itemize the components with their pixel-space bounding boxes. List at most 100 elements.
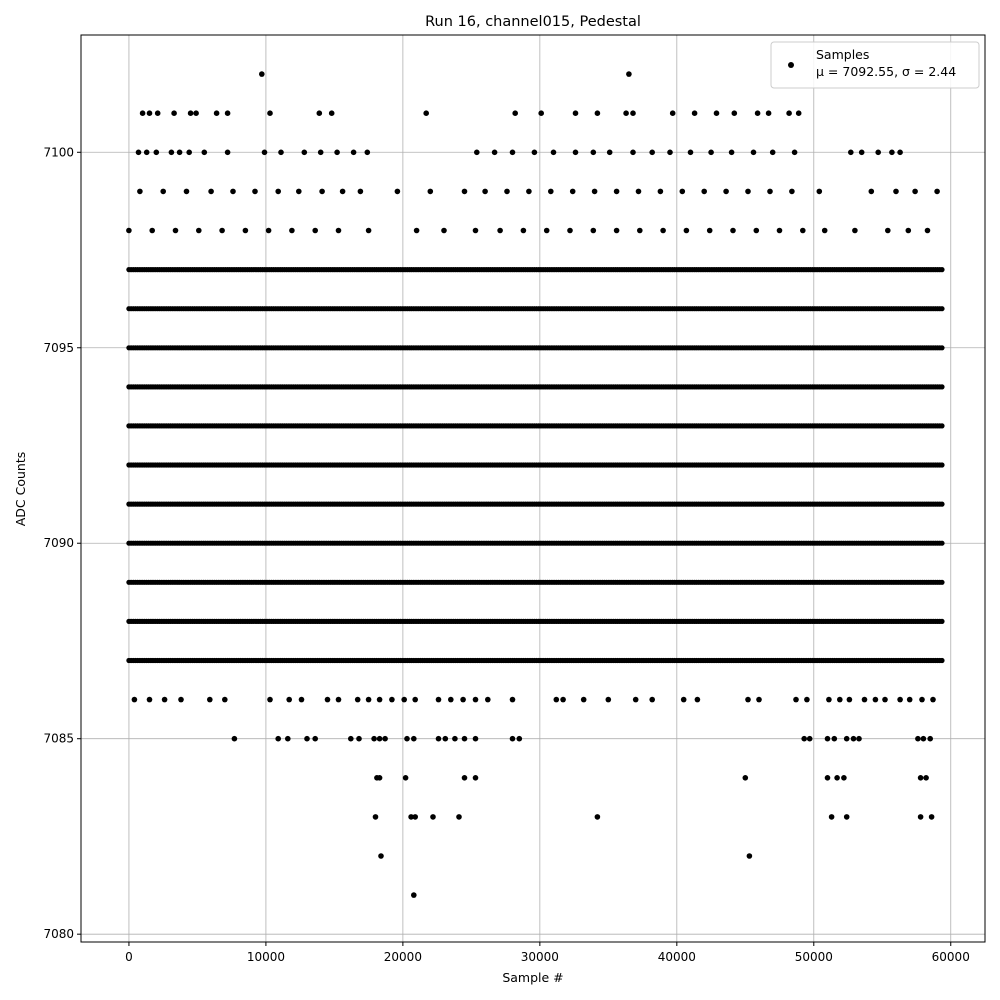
x-tick-label: 60000 xyxy=(932,950,970,964)
data-point xyxy=(267,696,273,703)
data-point xyxy=(435,696,442,703)
data-point xyxy=(196,227,202,234)
data-point xyxy=(590,149,597,156)
data-point xyxy=(683,227,690,234)
data-point xyxy=(411,892,417,898)
data-point xyxy=(531,149,538,156)
data-point xyxy=(553,696,560,703)
data-point xyxy=(296,188,302,195)
y-tick-label: 7090 xyxy=(43,536,74,550)
data-point xyxy=(316,110,323,116)
x-tick-label: 30000 xyxy=(521,950,559,964)
data-point xyxy=(413,227,420,234)
data-point xyxy=(364,149,371,156)
data-point xyxy=(339,188,346,195)
data-point xyxy=(550,149,557,156)
data-point xyxy=(334,149,340,156)
data-point xyxy=(461,775,468,781)
data-point xyxy=(934,188,940,195)
data-point xyxy=(745,188,751,195)
data-point xyxy=(843,735,850,742)
data-point xyxy=(168,149,175,156)
data-point xyxy=(567,227,573,234)
data-point xyxy=(821,227,828,234)
data-point xyxy=(526,188,532,195)
data-point xyxy=(858,149,865,156)
data-point xyxy=(242,227,249,234)
data-point xyxy=(843,814,850,820)
data-point xyxy=(224,149,231,156)
data-point xyxy=(680,696,687,703)
data-point xyxy=(852,227,858,234)
data-point xyxy=(171,110,177,116)
data-point xyxy=(304,735,310,742)
data-point xyxy=(872,696,879,703)
data-point xyxy=(289,227,295,234)
data-point xyxy=(897,696,903,703)
data-point xyxy=(594,110,601,116)
data-point xyxy=(504,188,510,195)
data-point xyxy=(769,149,776,156)
data-point xyxy=(543,227,550,234)
data-point xyxy=(259,71,265,77)
data-point xyxy=(795,110,802,116)
data-point xyxy=(630,149,636,156)
data-points xyxy=(126,71,945,898)
data-point xyxy=(154,110,161,116)
data-point xyxy=(411,735,417,742)
data-point xyxy=(679,188,686,195)
data-point xyxy=(893,188,899,195)
data-point xyxy=(319,188,325,195)
data-point xyxy=(776,227,783,234)
y-tick-label: 7100 xyxy=(43,145,74,159)
data-point xyxy=(230,188,236,195)
data-point xyxy=(497,227,503,234)
data-point xyxy=(746,853,753,859)
data-point xyxy=(923,775,929,781)
data-point xyxy=(401,696,408,703)
data-point xyxy=(753,227,760,234)
data-point xyxy=(649,696,655,703)
y-tick-label: 7080 xyxy=(43,927,74,941)
data-point xyxy=(834,775,840,781)
data-point xyxy=(569,188,576,195)
data-point xyxy=(139,110,146,116)
data-point xyxy=(491,149,498,156)
data-point xyxy=(613,227,620,234)
data-point xyxy=(939,306,945,312)
data-point xyxy=(632,696,639,703)
data-point xyxy=(183,188,190,195)
y-axis-label: ADC Counts xyxy=(13,452,28,527)
data-point xyxy=(135,149,142,156)
data-point xyxy=(560,696,566,703)
data-point xyxy=(485,696,491,703)
data-point xyxy=(637,227,643,234)
data-point xyxy=(461,188,468,195)
data-point xyxy=(594,814,601,820)
data-point xyxy=(706,227,713,234)
x-tick-label: 10000 xyxy=(247,950,285,964)
data-point xyxy=(730,227,736,234)
data-point xyxy=(312,735,319,742)
data-point xyxy=(423,110,430,116)
data-point xyxy=(750,149,757,156)
x-tick-label: 50000 xyxy=(795,950,833,964)
data-point xyxy=(509,149,516,156)
data-point xyxy=(590,227,597,234)
data-point xyxy=(213,110,220,116)
data-point xyxy=(915,735,921,742)
data-point xyxy=(298,696,305,703)
data-point xyxy=(402,775,409,781)
data-point xyxy=(882,696,888,703)
data-point xyxy=(472,735,479,742)
data-point xyxy=(376,696,383,703)
data-point xyxy=(861,696,868,703)
data-point xyxy=(176,149,183,156)
data-point xyxy=(335,696,342,703)
data-point xyxy=(372,814,379,820)
data-point xyxy=(286,696,293,703)
data-point xyxy=(701,188,707,195)
data-point xyxy=(412,696,419,703)
data-point xyxy=(917,775,924,781)
